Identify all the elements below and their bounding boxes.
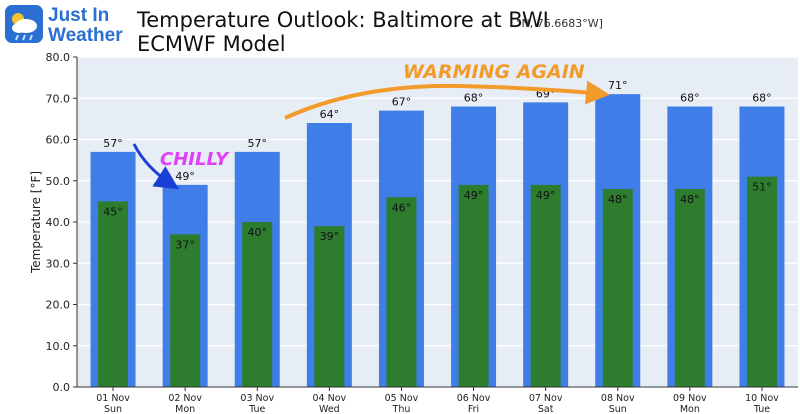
x-tick-day-label: Sat xyxy=(538,404,554,414)
chart-subtitle: ECMWF Model xyxy=(137,32,286,56)
x-tick-date-label: 07 Nov xyxy=(529,393,563,404)
x-tick-date-label: 09 Nov xyxy=(673,393,707,404)
logo: Just In Weather xyxy=(4,4,134,48)
x-tick-day-label: Mon xyxy=(175,404,195,414)
low-temp-label: 49° xyxy=(464,189,484,202)
high-temp-label: 49° xyxy=(175,170,195,183)
y-axis-label: Temperature [°F] xyxy=(29,171,43,274)
logo-text-line1: Just In xyxy=(48,5,110,26)
high-temp-label: 64° xyxy=(320,108,340,121)
chilly-annotation: CHILLY xyxy=(160,149,230,170)
x-tick-day-label: Fri xyxy=(468,404,479,414)
high-temp-label: 67° xyxy=(392,96,412,109)
y-tick-label: 0.0 xyxy=(53,381,71,394)
chart-title: Temperature Outlook: Baltimore at BWI xyxy=(137,8,549,32)
x-tick-date-label: 01 Nov xyxy=(96,393,130,404)
x-tick-date-label: 03 Nov xyxy=(240,393,274,404)
x-tick-date-label: 06 Nov xyxy=(457,393,491,404)
x-tick-date-label: 05 Nov xyxy=(385,393,419,404)
x-tick-day-label: Thu xyxy=(392,404,411,414)
low-temp-bar xyxy=(746,176,777,387)
low-temp-bar xyxy=(242,222,273,387)
y-tick-label: 10.0 xyxy=(46,340,71,353)
x-tick-date-label: 04 Nov xyxy=(313,393,347,404)
low-temp-label: 45° xyxy=(103,205,123,218)
x-tick-day-label: Mon xyxy=(680,404,700,414)
coordinates-text: °N, 76.6683°W] xyxy=(516,17,603,30)
low-temp-bar xyxy=(314,226,345,387)
low-temp-bar xyxy=(530,184,561,387)
high-temp-label: 71° xyxy=(608,79,628,92)
low-temp-label: 39° xyxy=(320,230,340,243)
y-tick-label: 60.0 xyxy=(46,134,71,147)
low-temp-label: 49° xyxy=(536,189,556,202)
low-temp-label: 51° xyxy=(752,181,772,194)
high-temp-label: 68° xyxy=(752,92,772,105)
x-tick-day-label: Tue xyxy=(248,404,265,414)
logo-text-line2: Weather xyxy=(48,25,123,46)
warming-annotation: WARMING AGAIN xyxy=(403,61,585,83)
y-tick-label: 30.0 xyxy=(46,257,71,270)
x-tick-date-label: 02 Nov xyxy=(168,393,202,404)
x-tick-day-label: Sun xyxy=(104,404,122,414)
y-tick-label: 80.0 xyxy=(46,51,71,64)
x-tick-date-label: 08 Nov xyxy=(601,393,635,404)
x-tick-date-label: 10 Nov xyxy=(745,393,779,404)
low-temp-bar xyxy=(602,189,633,387)
chilly-arrow xyxy=(132,143,180,190)
low-temp-label: 37° xyxy=(175,238,195,251)
x-tick-day-label: Sun xyxy=(609,404,627,414)
warming-arrow xyxy=(284,80,610,120)
low-temp-bar xyxy=(458,184,489,387)
low-temp-label: 48° xyxy=(680,193,700,206)
y-tick-label: 70.0 xyxy=(46,92,71,105)
high-temp-label: 68° xyxy=(680,92,700,105)
low-temp-label: 48° xyxy=(608,193,628,206)
high-temp-label: 68° xyxy=(464,92,484,105)
low-temp-label: 46° xyxy=(392,201,412,214)
x-tick-day-label: Tue xyxy=(753,404,770,414)
low-temp-bar xyxy=(386,197,417,387)
y-tick-label: 40.0 xyxy=(46,216,71,229)
high-temp-label: 57° xyxy=(103,137,123,150)
y-tick-label: 20.0 xyxy=(46,299,71,312)
weather-icon xyxy=(5,5,43,43)
x-tick-day-label: Wed xyxy=(319,404,340,414)
low-temp-label: 40° xyxy=(248,226,268,239)
low-temp-bar xyxy=(674,189,705,387)
high-temp-label: 57° xyxy=(248,137,268,150)
low-temp-bar xyxy=(98,201,129,387)
y-tick-label: 50.0 xyxy=(46,175,71,188)
low-temp-bar xyxy=(170,234,201,387)
